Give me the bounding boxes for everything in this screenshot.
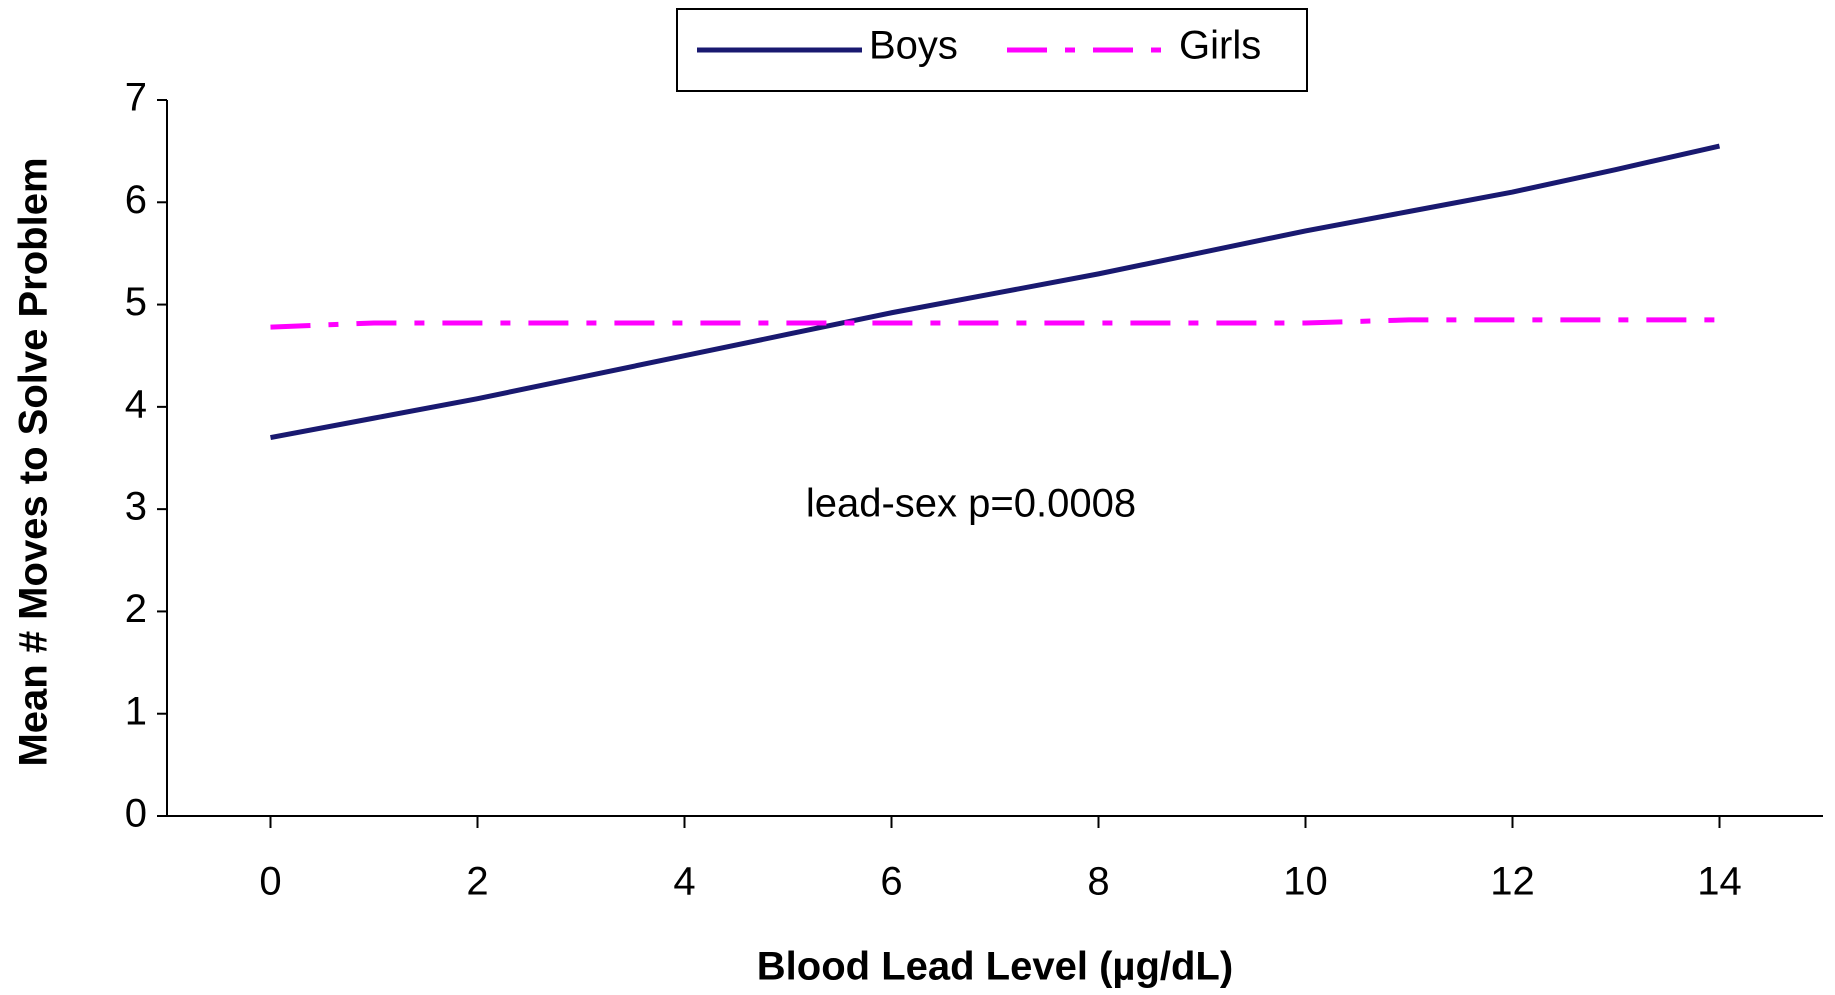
y-tick-label: 3	[125, 485, 147, 529]
x-tick-label: 6	[880, 860, 902, 904]
annotation: lead-sex p=0.0008	[806, 482, 1136, 526]
x-tick-label: 8	[1087, 860, 1109, 904]
y-tick-label: 0	[125, 792, 147, 836]
y-tick-label: 4	[125, 382, 147, 426]
series-line	[270, 317, 1720, 330]
y-tick-label: 6	[125, 178, 147, 222]
y-axis-title: Mean # Moves to Solve Problem	[12, 157, 56, 766]
y-tick-label: 2	[125, 587, 147, 631]
legend-label: Girls	[1179, 24, 1261, 68]
x-tick-label: 14	[1697, 860, 1742, 904]
x-tick-label: 0	[259, 860, 281, 904]
legend-label: Boys	[869, 24, 958, 68]
y-tick-label: 1	[125, 689, 147, 733]
x-axis-title: Blood Lead Level (µg/dL)	[757, 945, 1233, 989]
legend-box	[676, 8, 1308, 92]
series-line	[270, 143, 1721, 441]
x-tick-label: 2	[466, 860, 488, 904]
x-tick-label: 4	[673, 860, 695, 904]
x-tick-label: 12	[1490, 860, 1535, 904]
y-tick-label: 7	[125, 76, 147, 120]
x-tick-label: 10	[1283, 860, 1328, 904]
y-tick-label: 5	[125, 280, 147, 324]
